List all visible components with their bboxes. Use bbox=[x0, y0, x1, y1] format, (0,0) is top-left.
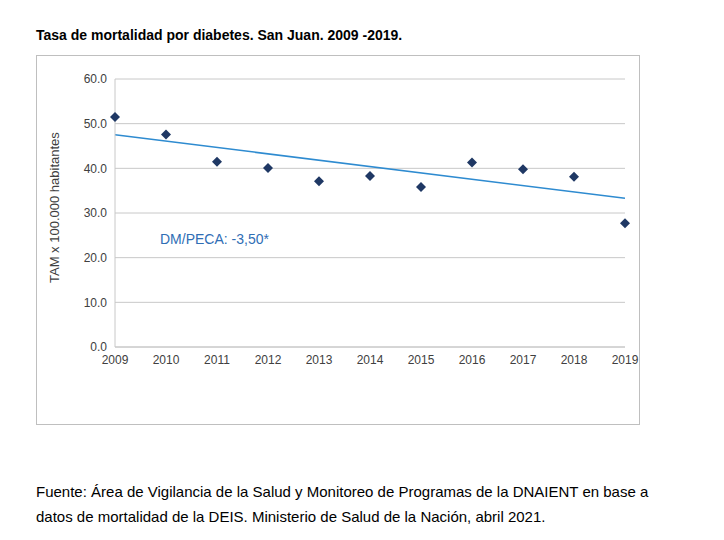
svg-text:2015: 2015 bbox=[408, 353, 435, 367]
svg-text:60.0: 60.0 bbox=[84, 72, 108, 86]
svg-text:TAM x 100.000 habitantes: TAM x 100.000 habitantes bbox=[47, 132, 62, 283]
svg-text:30.0: 30.0 bbox=[84, 206, 108, 220]
svg-text:2010: 2010 bbox=[153, 353, 180, 367]
svg-text:10.0: 10.0 bbox=[84, 296, 108, 310]
svg-text:2012: 2012 bbox=[255, 353, 282, 367]
svg-text:50.0: 50.0 bbox=[84, 117, 108, 131]
html-text:datos de mortalidad de la DEIS: datos de mortalidad de la DEIS. Minister… bbox=[36, 508, 546, 525]
svg-text:2013: 2013 bbox=[306, 353, 333, 367]
html-text:DM/PECA: -3,50*: DM/PECA: -3,50* bbox=[160, 231, 269, 247]
svg-text:2016: 2016 bbox=[459, 353, 486, 367]
svg-text:0.0: 0.0 bbox=[90, 340, 107, 354]
svg-text:20.0: 20.0 bbox=[84, 251, 108, 265]
svg-text:2009: 2009 bbox=[102, 353, 129, 367]
svg-text:2011: 2011 bbox=[204, 353, 230, 367]
svg-text:40.0: 40.0 bbox=[84, 162, 108, 176]
svg-text:2014: 2014 bbox=[357, 353, 384, 367]
svg-text:2019: 2019 bbox=[612, 353, 639, 367]
html-text:Fuente: Área de Vigilancia de: Fuente: Área de Vigilancia de la Salud y… bbox=[36, 483, 649, 500]
svg-text:2018: 2018 bbox=[561, 353, 588, 367]
svg-text:2017: 2017 bbox=[510, 353, 537, 367]
html-text:Tasa de mortalidad por diabete: Tasa de mortalidad por diabetes. San Jua… bbox=[36, 27, 403, 43]
